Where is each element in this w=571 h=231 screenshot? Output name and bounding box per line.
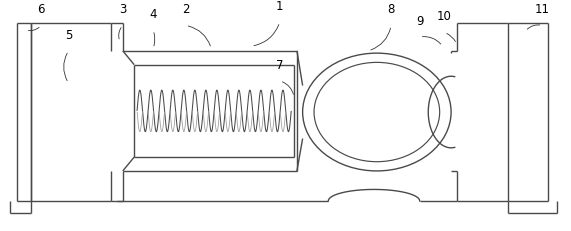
Text: 11: 11 (535, 3, 550, 16)
Text: 3: 3 (119, 3, 126, 16)
Text: 10: 10 (437, 10, 452, 23)
Text: 7: 7 (276, 59, 284, 72)
Ellipse shape (303, 53, 451, 171)
Text: 1: 1 (276, 0, 284, 13)
Text: 5: 5 (65, 29, 72, 42)
Text: 8: 8 (388, 3, 395, 16)
Text: 2: 2 (182, 3, 190, 16)
Text: 9: 9 (416, 15, 424, 28)
Text: 4: 4 (149, 8, 157, 21)
Text: 6: 6 (37, 3, 45, 16)
